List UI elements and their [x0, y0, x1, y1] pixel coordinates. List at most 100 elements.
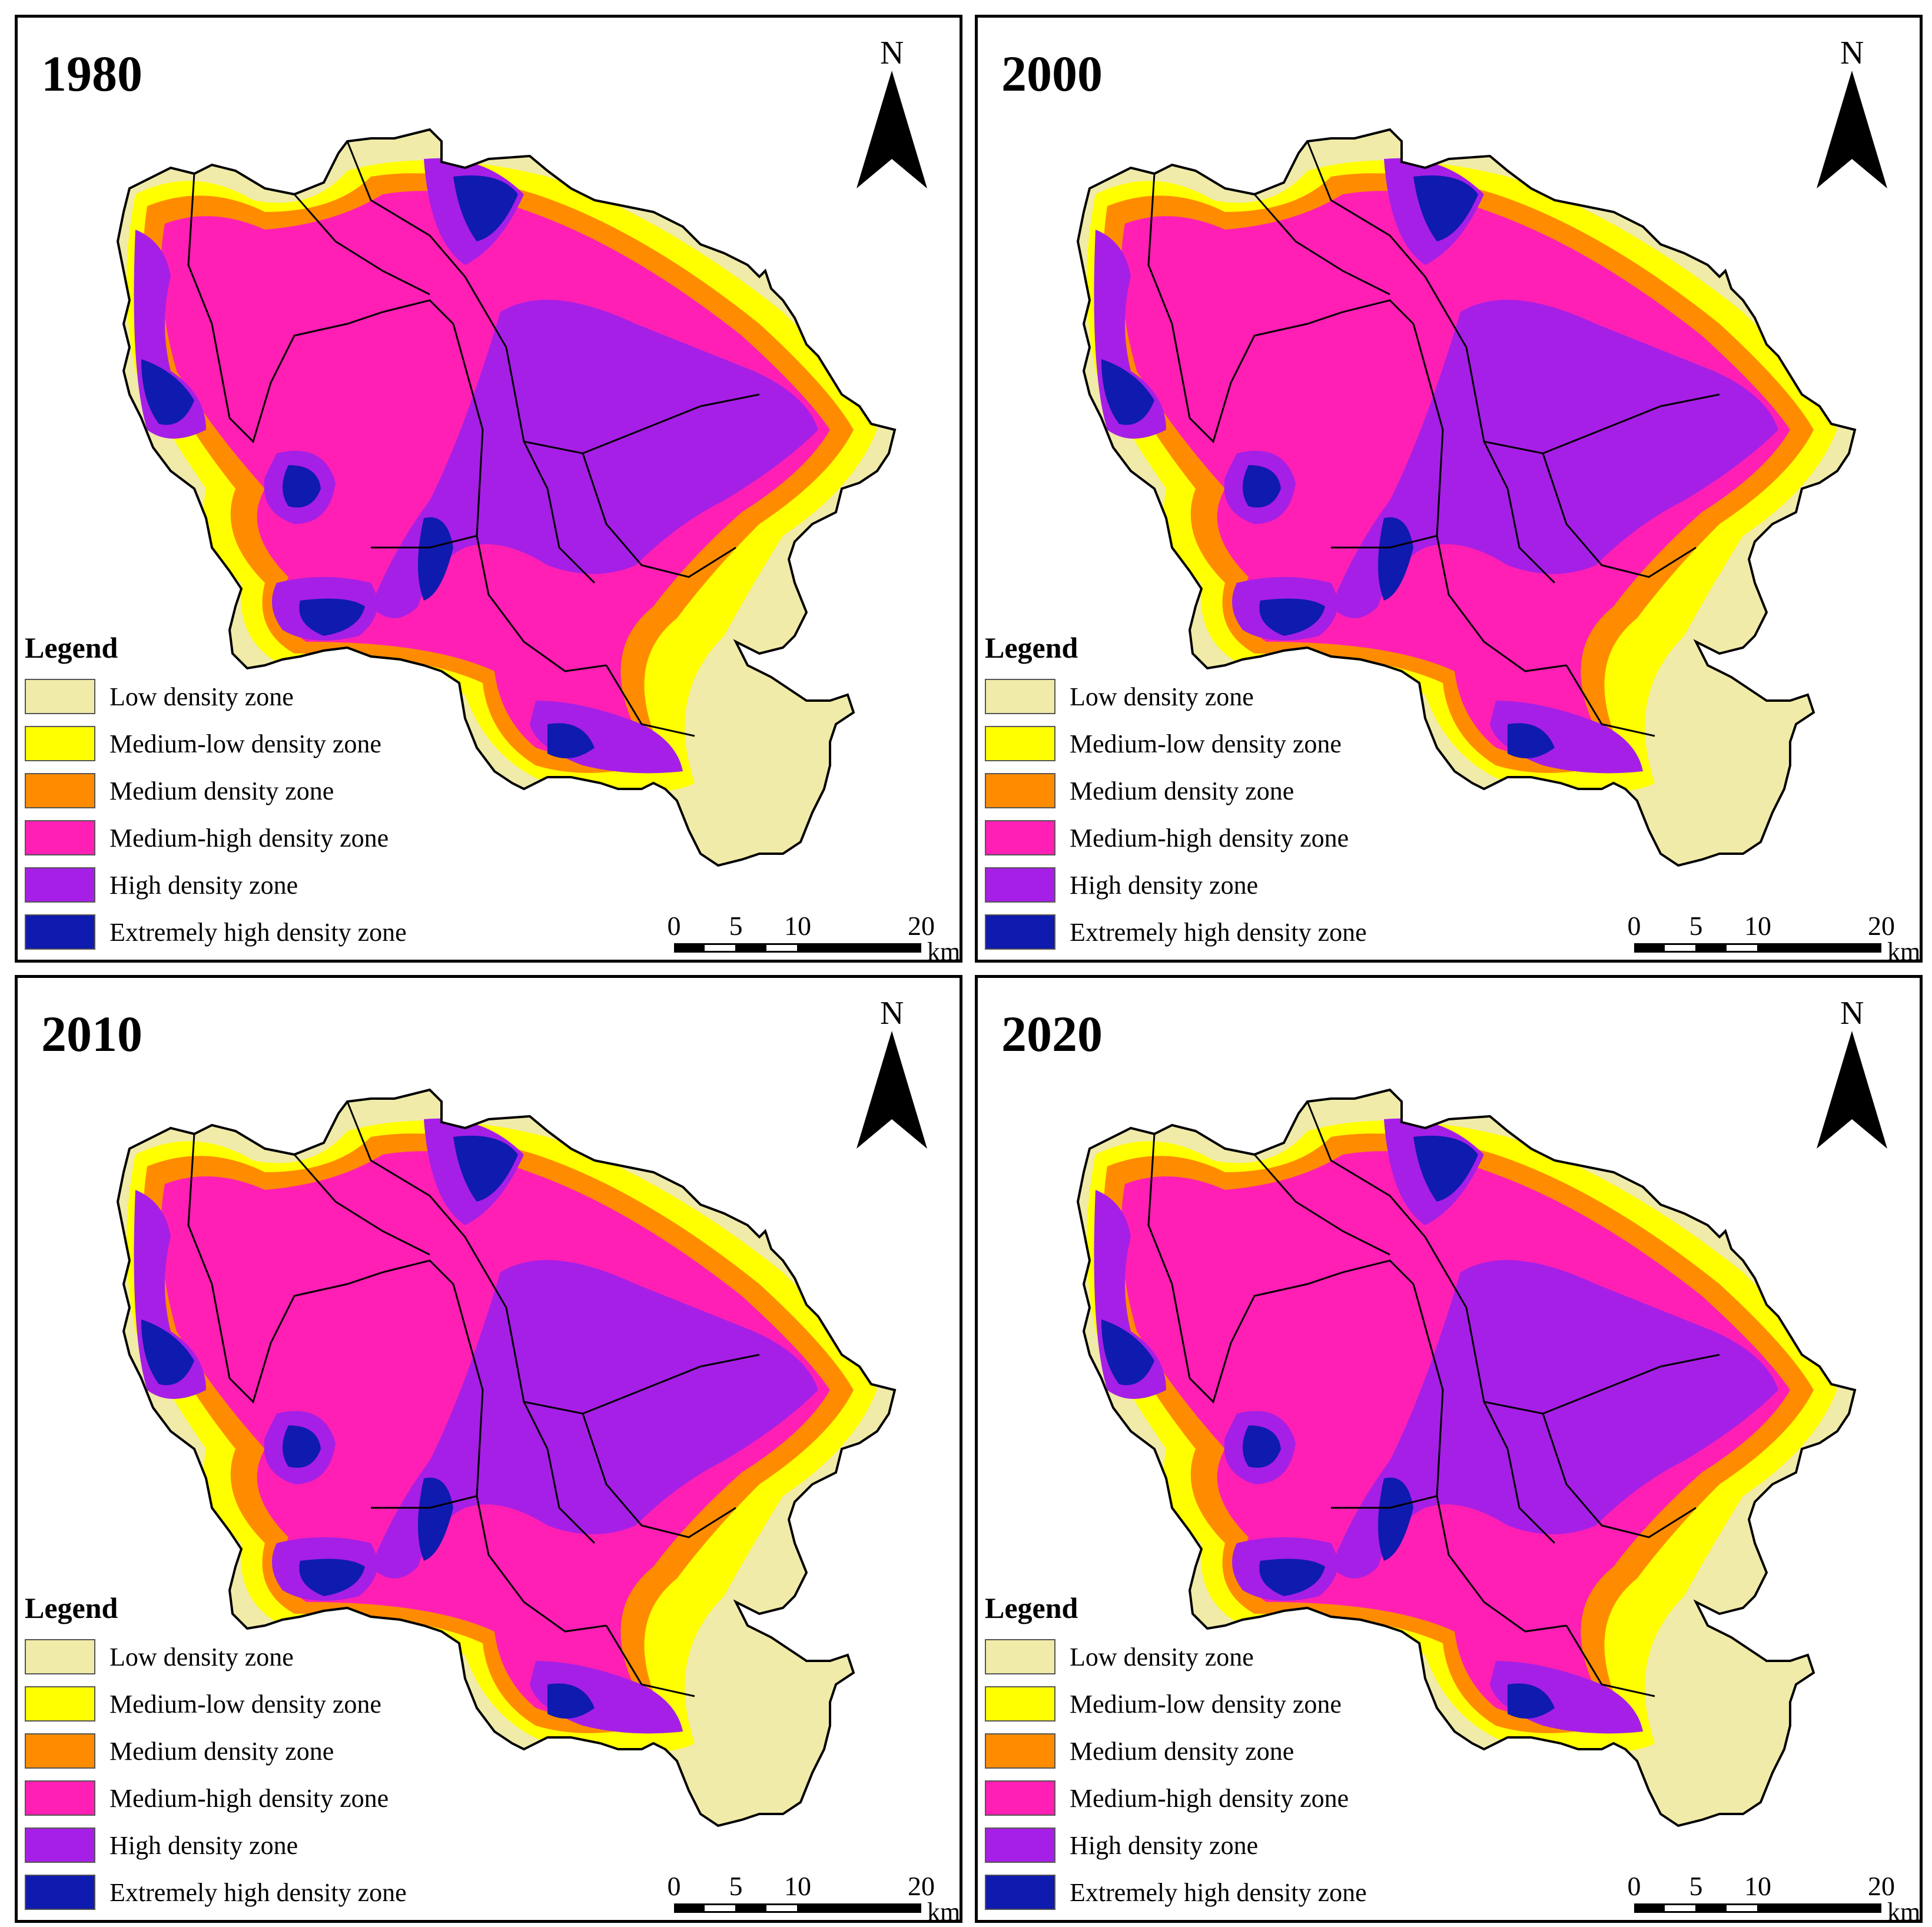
legend-swatch: [25, 726, 95, 761]
scale-tick-label: 5: [729, 1871, 743, 1901]
scale-tick-label: 0: [667, 1871, 681, 1901]
scale-bar: 0 5 10 20: [668, 911, 935, 954]
legend-item: Extremely high density zone: [25, 908, 407, 956]
legend-swatch: [985, 867, 1055, 903]
scale-tick-label: 0: [667, 911, 681, 941]
legend-label: High density zone: [1070, 870, 1259, 900]
legend-label: Medium density zone: [109, 1736, 334, 1766]
scale-bar-graphic: [674, 1903, 921, 1913]
legend-item: Medium-low density zone: [985, 1680, 1367, 1727]
legend-swatch: [25, 1639, 95, 1674]
scale-bar: 0 5 10 20: [668, 1871, 935, 1914]
legend-label: Extremely high density zone: [109, 917, 407, 947]
map-panel-2010: 2010 N Legend Low density zone Medium-lo…: [15, 975, 962, 1923]
legend-item: Medium-low density zone: [25, 720, 407, 767]
legend-item: Extremely high density zone: [985, 908, 1367, 956]
legend-swatch: [25, 1733, 95, 1769]
legend-swatch: [985, 726, 1055, 761]
legend-item: Low density zone: [985, 673, 1367, 720]
scale-bar-graphic: [1634, 943, 1881, 953]
legend-label: Low density zone: [109, 682, 294, 711]
legend-swatch: [25, 1686, 95, 1722]
map-panel-1980: 1980 N Legend Low density zone Medium-lo…: [15, 15, 962, 963]
panel-year: 2010: [41, 1006, 142, 1062]
legend-label: Extremely high density zone: [1070, 917, 1367, 947]
legend-swatch: [985, 1733, 1055, 1769]
legend-item: Medium density zone: [25, 1727, 407, 1775]
north-arrow-icon: [1817, 1031, 1887, 1149]
legend: Legend Low density zone Medium-low densi…: [25, 1593, 407, 1916]
legend-label: Medium density zone: [1070, 776, 1294, 805]
scale-tick-label: 5: [1689, 1871, 1703, 1901]
legend-swatch: [985, 773, 1055, 808]
legend-swatch: [25, 679, 95, 714]
legend-item: Medium-high density zone: [985, 814, 1367, 861]
scale-bar-graphic: [1634, 1903, 1881, 1913]
legend-item: Low density zone: [25, 673, 407, 720]
north-arrow-icon: [857, 71, 927, 188]
scale-tick-label: 0: [1627, 911, 1641, 941]
legend-swatch: [985, 914, 1055, 950]
legend-item: Medium-high density zone: [25, 1775, 407, 1822]
legend-swatch: [25, 1875, 95, 1910]
scale-unit: km: [927, 937, 961, 963]
legend-item: Medium density zone: [25, 767, 407, 814]
legend-item: Medium-low density zone: [985, 720, 1367, 767]
legend-swatch: [25, 867, 95, 903]
legend: Legend Low density zone Medium-low densi…: [25, 633, 407, 956]
legend-item: High density zone: [25, 861, 407, 908]
legend-label: High density zone: [109, 870, 298, 900]
scale-tick-label: 10: [784, 911, 811, 941]
density-map: [116, 1088, 897, 1828]
scale-bar-graphic: [674, 943, 921, 953]
legend-label: Medium-low density zone: [109, 1689, 381, 1719]
legend-label: Extremely high density zone: [109, 1878, 407, 1907]
map-panel-2020: 2020 N Legend Low density zone Medium-lo…: [975, 975, 1923, 1923]
scale-bar: 0 5 10 20: [1628, 1871, 1895, 1914]
panel-year: 2020: [1001, 1006, 1103, 1062]
legend-item: High density zone: [985, 861, 1367, 908]
north-label: N: [880, 35, 904, 71]
panel-year: 1980: [41, 45, 142, 102]
legend-label: Medium-high density zone: [109, 823, 389, 853]
scale-tick-label: 10: [1744, 1871, 1771, 1901]
scale-tick-label: 20: [1868, 1871, 1895, 1901]
density-map: [116, 128, 897, 867]
legend-title: Legend: [25, 631, 118, 664]
legend-label: Medium-high density zone: [109, 1783, 389, 1813]
legend-label: Low density zone: [1070, 1642, 1254, 1671]
north-label: N: [1840, 995, 1864, 1032]
scale-tick-label: 10: [1744, 911, 1771, 941]
north-label: N: [1840, 35, 1864, 71]
legend-item: Medium-high density zone: [25, 814, 407, 861]
legend-item: Medium-low density zone: [25, 1680, 407, 1727]
legend-swatch: [25, 1780, 95, 1816]
legend-label: Extremely high density zone: [1070, 1878, 1367, 1907]
legend-item: Low density zone: [985, 1633, 1367, 1680]
north-label: N: [880, 995, 904, 1032]
legend-item: Low density zone: [25, 1633, 407, 1680]
legend-swatch: [25, 914, 95, 950]
legend-swatch: [985, 1875, 1055, 1910]
scale-tick-label: 5: [1689, 911, 1703, 941]
north-arrow-icon: [1817, 71, 1887, 188]
legend-title: Legend: [985, 631, 1078, 664]
legend-swatch: [985, 1639, 1055, 1674]
scale-unit: km: [1887, 1898, 1921, 1923]
legend-swatch: [25, 1828, 95, 1863]
legend-swatch: [985, 1780, 1055, 1816]
scale-unit: km: [1887, 937, 1921, 963]
legend-swatch: [985, 679, 1055, 714]
legend-item: High density zone: [985, 1822, 1367, 1869]
map-panel-2000: 2000 N Legend Low density zone Medium-lo…: [975, 15, 1923, 963]
legend-item: Extremely high density zone: [25, 1869, 407, 1916]
legend-title: Legend: [25, 1591, 118, 1624]
legend-item: High density zone: [25, 1822, 407, 1869]
legend-label: Medium density zone: [1070, 1736, 1294, 1766]
legend-item: Medium-high density zone: [985, 1775, 1367, 1822]
scale-tick-label: 20: [908, 1871, 935, 1901]
scale-tick-label: 20: [908, 911, 935, 941]
legend-label: Low density zone: [1070, 682, 1254, 711]
legend-label: Medium-low density zone: [1070, 729, 1342, 758]
scale-tick-label: 10: [784, 1871, 811, 1901]
